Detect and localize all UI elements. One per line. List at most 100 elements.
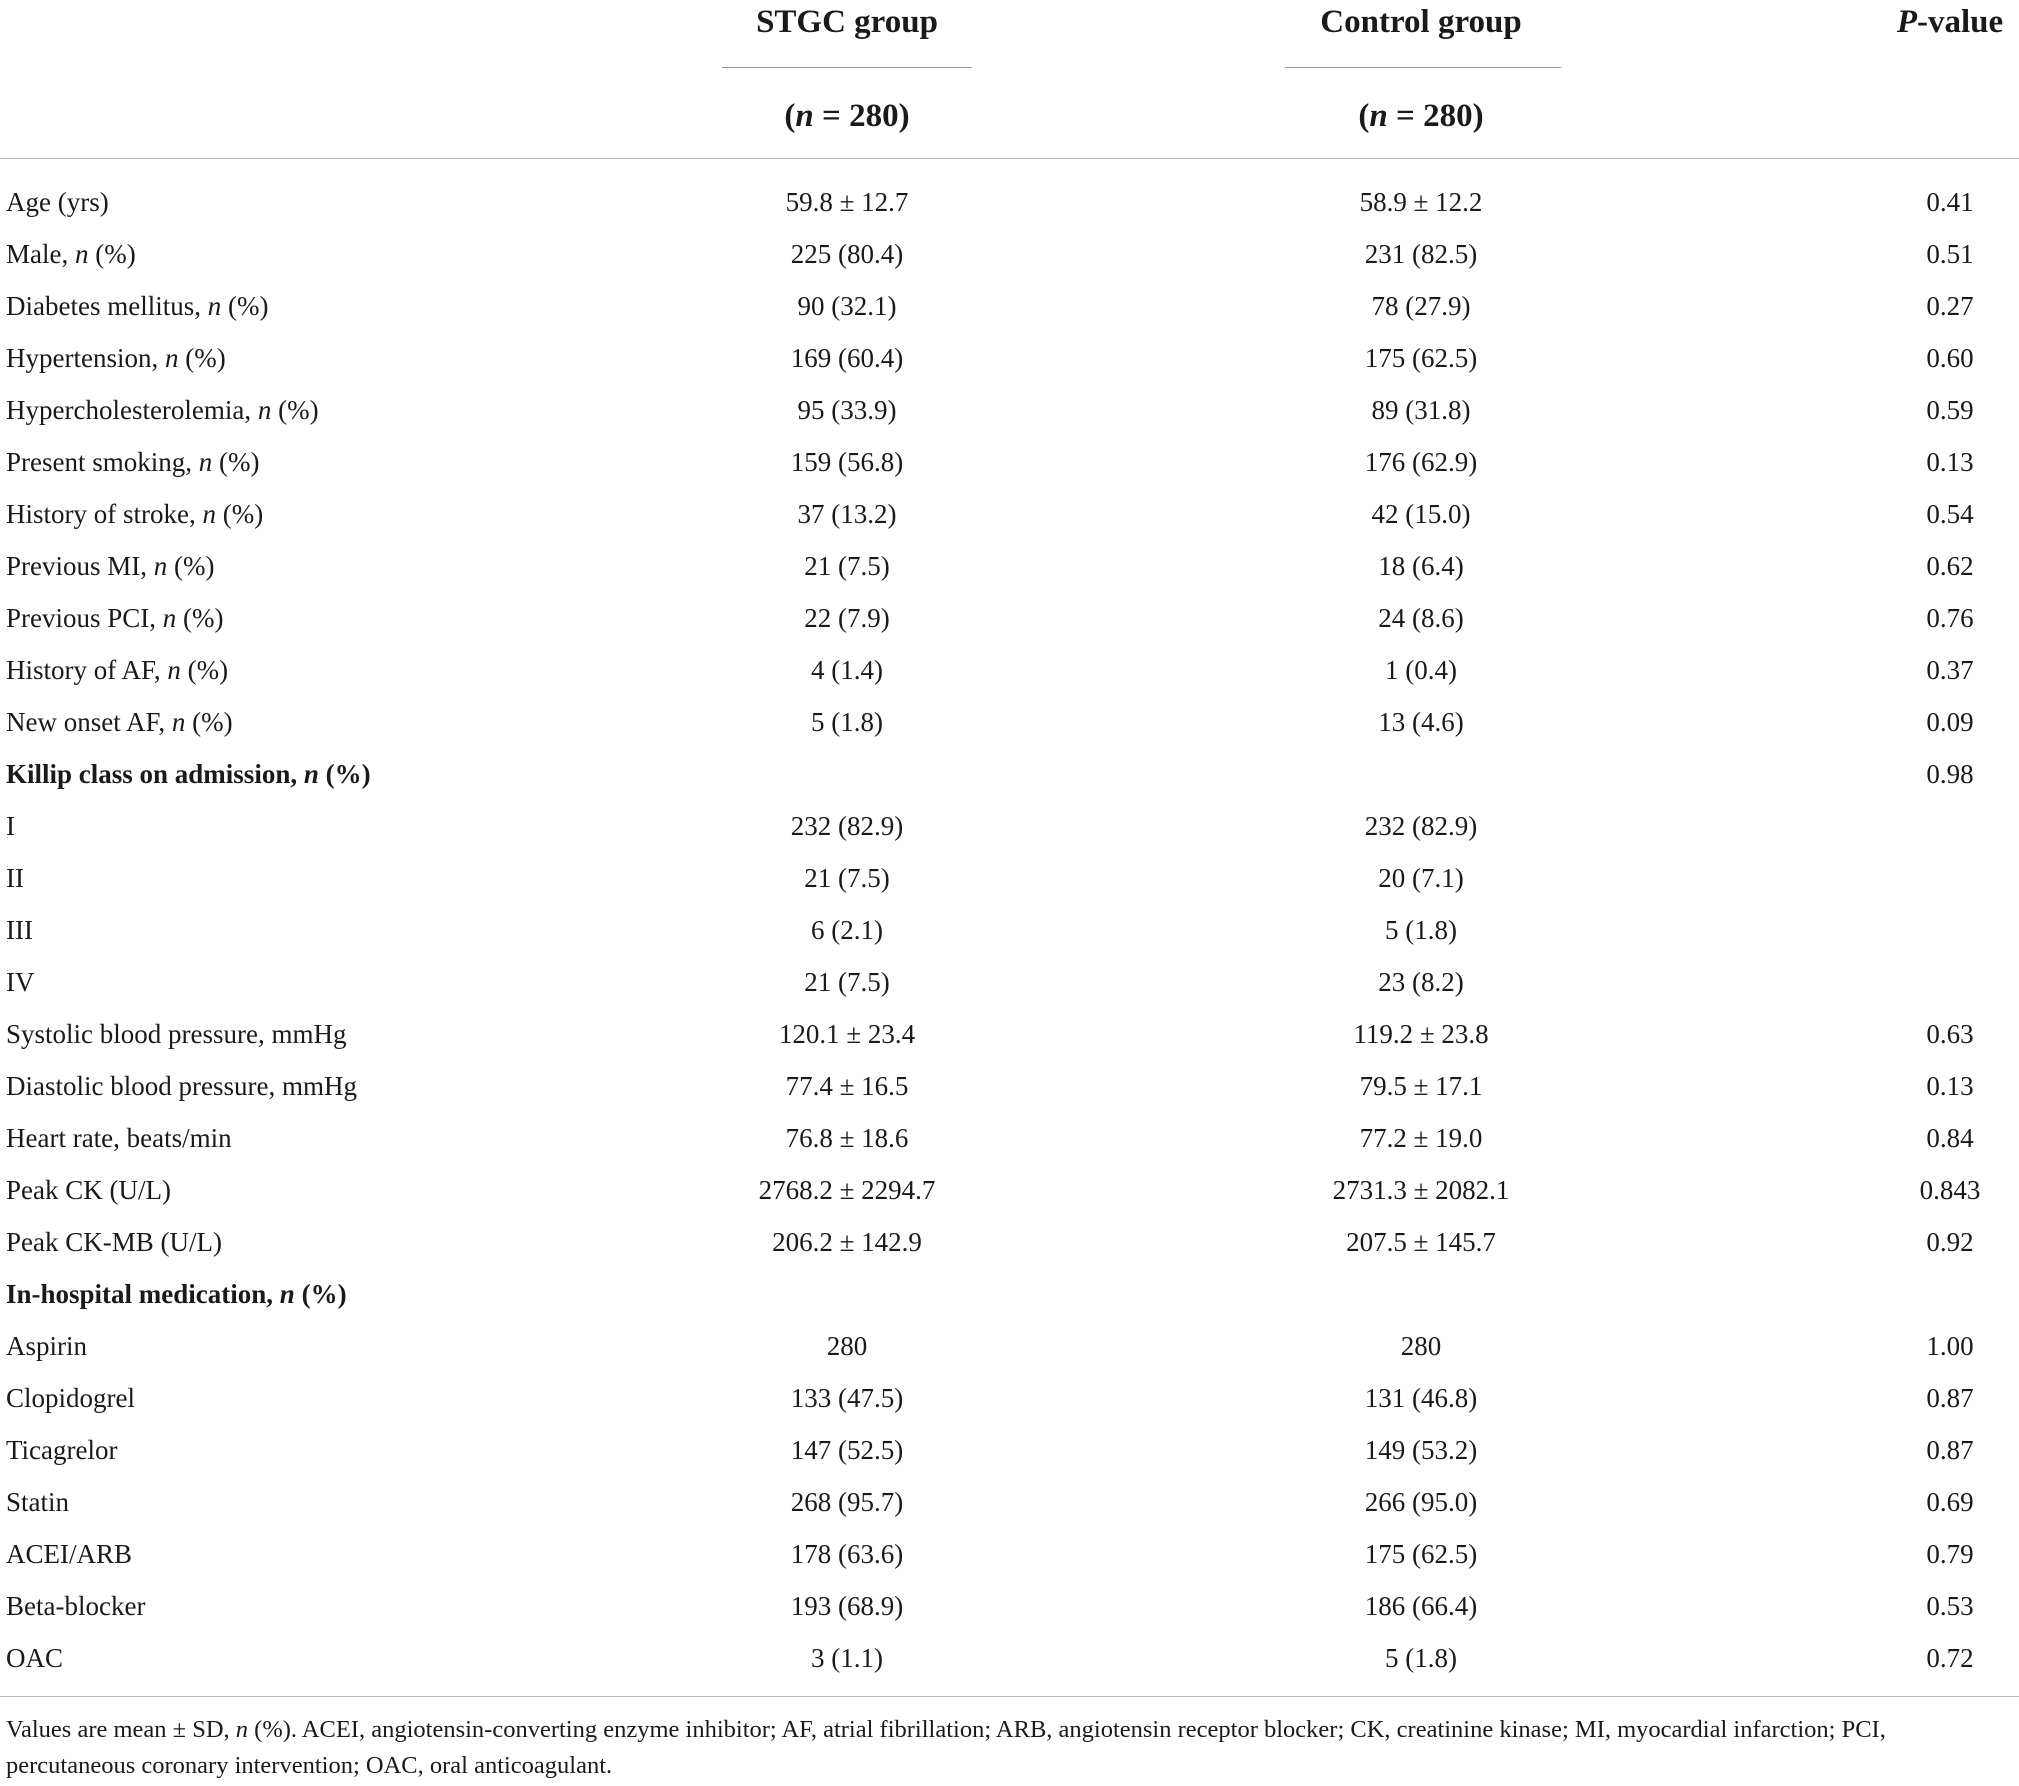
row-label: History of stroke, n (%) <box>6 499 264 529</box>
table-row: Heart rate, beats/min 76.8 ± 18.6 77.2 ± 1… <box>0 1112 2019 1164</box>
row-label: IV <box>6 967 35 997</box>
stgc-value: 37 (13.2) <box>797 499 897 529</box>
row-label: Previous MI, n (%) <box>6 551 215 581</box>
row-label: Age (yrs) <box>6 187 109 217</box>
stgc-value: 4 (1.4) <box>811 655 883 685</box>
stgc-value: 5 (1.8) <box>811 707 883 737</box>
control-value: 5 (1.8) <box>1385 1643 1457 1673</box>
row-label: Diastolic blood pressure, mmHg <box>6 1071 357 1101</box>
control-value: 58.9 ± 12.2 <box>1359 187 1483 217</box>
table-row: Systolic blood pressure, mmHg 120.1 ± 23.… <box>0 1008 2019 1060</box>
p-value: 0.27 <box>1926 291 1974 321</box>
row-label: Peak CK (U/L) <box>6 1175 171 1205</box>
table-row: Age (yrs) 59.8 ± 12.7 58.9 ± 12.2 0.41 <box>0 176 2019 228</box>
table-row: Hypertension, n (%) 169 (60.4) 175 (62.5) 0… <box>0 332 2019 384</box>
control-value: 42 (15.0) <box>1371 499 1471 529</box>
row-label: Peak CK-MB (U/L) <box>6 1227 222 1257</box>
stgc-group-n: (n = 280) <box>784 98 910 134</box>
table-row: II 21 (7.5) 20 (7.1) <box>0 852 2019 904</box>
row-label: Clopidogrel <box>6 1383 135 1413</box>
p-value: 0.87 <box>1926 1435 1974 1465</box>
p-value: 0.13 <box>1926 447 1974 477</box>
p-value: 0.63 <box>1926 1019 1974 1049</box>
row-label: Aspirin <box>6 1331 87 1361</box>
table-row: Present smoking, n (%) 159 (56.8) 176 (62.… <box>0 436 2019 488</box>
stgc-group-heading: STGC group <box>756 4 938 40</box>
p-value: 0.98 <box>1926 759 1974 789</box>
table-row: Diastolic blood pressure, mmHg 77.4 ± 16.… <box>0 1060 2019 1112</box>
row-label: Killip class on admission, n (%) <box>6 759 371 789</box>
p-value-heading: P-value <box>1896 4 2004 40</box>
stgc-value: 133 (47.5) <box>790 1383 904 1413</box>
row-label: New onset AF, n (%) <box>6 707 233 737</box>
p-value: 0.92 <box>1926 1227 1974 1257</box>
control-group-underline <box>1285 67 1561 68</box>
p-value: 0.37 <box>1926 655 1974 685</box>
stgc-value: 206.2 ± 142.9 <box>772 1227 922 1257</box>
control-value: 176 (62.9) <box>1364 447 1478 477</box>
stgc-value: 21 (7.5) <box>804 863 890 893</box>
stgc-value: 225 (80.4) <box>790 239 904 269</box>
row-label: History of AF, n (%) <box>6 655 229 685</box>
p-value: 0.79 <box>1926 1539 1974 1569</box>
table-row: History of stroke, n (%) 37 (13.2) 42 (15.… <box>0 488 2019 540</box>
stgc-group-underline <box>722 67 972 68</box>
control-value: 231 (82.5) <box>1364 239 1478 269</box>
control-value: 79.5 ± 17.1 <box>1359 1071 1483 1101</box>
stgc-value: 120.1 ± 23.4 <box>778 1019 916 1049</box>
row-label: Statin <box>6 1487 70 1517</box>
p-value: 0.13 <box>1926 1071 1974 1101</box>
stgc-value: 6 (2.1) <box>811 915 883 945</box>
stgc-value: 90 (32.1) <box>797 291 897 321</box>
p-value: 0.59 <box>1926 395 1974 425</box>
stgc-value: 280 <box>826 1331 868 1361</box>
table-row: I 232 (82.9) 232 (82.9) <box>0 800 2019 852</box>
table-footnote: Values are mean ± SD, n (%). ACEI, angio… <box>6 1716 1886 1779</box>
p-value: 0.53 <box>1926 1591 1974 1621</box>
table-row: Hypercholesterolemia, n (%) 95 (33.9) 89 (… <box>0 384 2019 436</box>
row-label: I <box>6 811 15 841</box>
stgc-value: 178 (63.6) <box>790 1539 904 1569</box>
table-row: Ticagrelor 147 (52.5) 149 (53.2) 0.87 <box>0 1424 2019 1476</box>
section-row: In-hospital medication, n (%) <box>0 1268 2019 1320</box>
row-label: Diabetes mellitus, n (%) <box>6 291 269 321</box>
table-row: Beta-blocker 193 (68.9) 186 (66.4) 0.53 <box>0 1580 2019 1632</box>
table-row: Statin 268 (95.7) 266 (95.0) 0.69 <box>0 1476 2019 1528</box>
stgc-value: 77.4 ± 16.5 <box>785 1071 909 1101</box>
control-value: 232 (82.9) <box>1364 811 1478 841</box>
table-row: Peak CK (U/L) 2768.2 ± 2294.7 2731.3 ± 208… <box>0 1164 2019 1216</box>
p-value: 0.62 <box>1926 551 1974 581</box>
control-value: 175 (62.5) <box>1364 1539 1478 1569</box>
control-value: 207.5 ± 145.7 <box>1346 1227 1496 1257</box>
stgc-value: 21 (7.5) <box>804 551 890 581</box>
row-label: Beta-blocker <box>6 1591 146 1621</box>
stgc-value: 21 (7.5) <box>804 967 890 997</box>
p-value: 0.41 <box>1926 187 1974 217</box>
table-row: III 6 (2.1) 5 (1.8) <box>0 904 2019 956</box>
stgc-value: 147 (52.5) <box>790 1435 904 1465</box>
row-label: OAC <box>6 1643 64 1673</box>
p-value: 0.69 <box>1926 1487 1974 1517</box>
row-label: III <box>6 915 33 945</box>
control-group-n: (n = 280) <box>1358 98 1484 134</box>
control-value: 119.2 ± 23.8 <box>1353 1019 1489 1049</box>
row-label: ACEI/ARB <box>6 1539 133 1569</box>
table-row: Peak CK-MB (U/L) 206.2 ± 142.9 207.5 ± 145… <box>0 1216 2019 1268</box>
stgc-value: 2768.2 ± 2294.7 <box>758 1175 936 1205</box>
control-value: 149 (53.2) <box>1364 1435 1478 1465</box>
row-label: Previous PCI, n (%) <box>6 603 224 633</box>
row-label: Heart rate, beats/min <box>6 1123 232 1153</box>
table-row: Aspirin 280 280 1.00 <box>0 1320 2019 1372</box>
stgc-value: 95 (33.9) <box>797 395 897 425</box>
p-value: 0.87 <box>1926 1383 1974 1413</box>
table-row: Diabetes mellitus, n (%) 90 (32.1) 78 (27.… <box>0 280 2019 332</box>
table-row: Previous PCI, n (%) 22 (7.9) 24 (8.6) 0.76 <box>0 592 2019 644</box>
control-value: 1 (0.4) <box>1385 655 1457 685</box>
table-row: ACEI/ARB 178 (63.6) 175 (62.5) 0.79 <box>0 1528 2019 1580</box>
control-value: 78 (27.9) <box>1371 291 1471 321</box>
stgc-value: 232 (82.9) <box>790 811 904 841</box>
control-value: 186 (66.4) <box>1364 1591 1478 1621</box>
row-label: Present smoking, n (%) <box>6 447 260 477</box>
row-label: In-hospital medication, n (%) <box>6 1279 347 1309</box>
section-row: Killip class on admission, n (%) 0.98 <box>0 748 2019 800</box>
